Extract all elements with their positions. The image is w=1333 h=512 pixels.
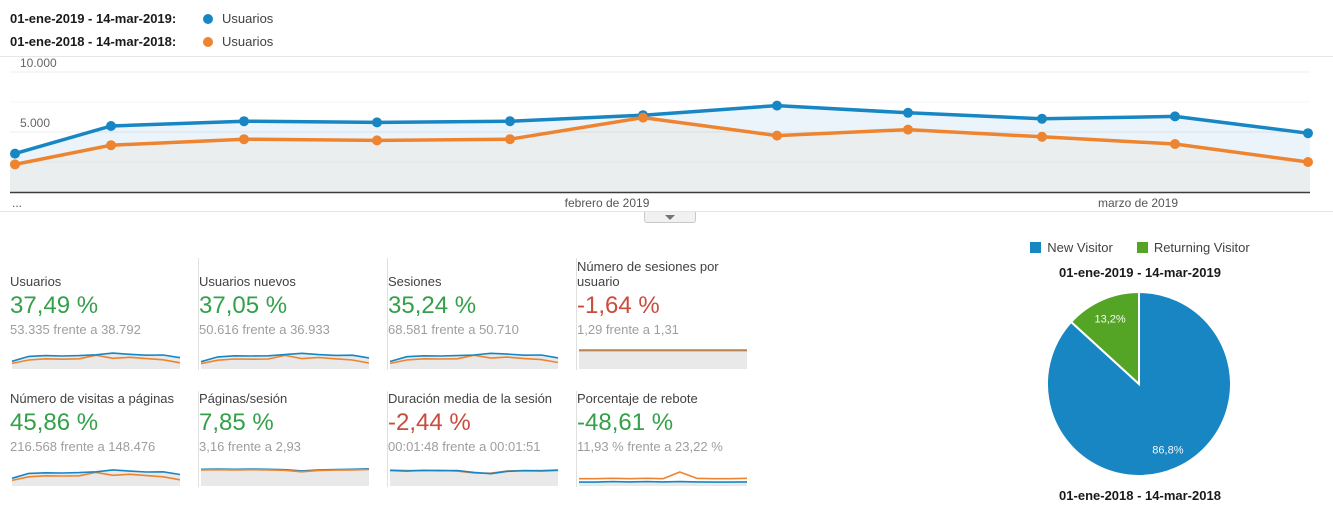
metric-card-usuarios-nuevos: Usuarios nuevos 37,05 % 50.616 frente a … <box>199 258 388 370</box>
chart-bottom-divider <box>0 211 1333 212</box>
data-point[interactable] <box>903 124 913 135</box>
metric-title: Páginas/sesión <box>199 391 288 406</box>
metric-cards-row-1: Usuarios 37,49 % 53.335 frente a 38.792 … <box>10 258 766 370</box>
data-point[interactable] <box>1303 157 1313 167</box>
pie-legend-label: Returning Visitor <box>1153 239 1250 255</box>
data-point[interactable] <box>772 130 782 141</box>
data-point[interactable] <box>1037 113 1047 124</box>
metric-change-percent: 7,85 % <box>199 409 274 436</box>
metric-title: Usuarios nuevos <box>199 274 296 289</box>
data-point[interactable] <box>372 135 382 146</box>
metric-change-percent: -48,61 % <box>577 409 674 436</box>
metric-card-visitas-paginas: Número de visitas a páginas 45,86 % 216.… <box>10 391 199 487</box>
pie-title-2018: 01-ene-2018 - 14-mar-2018 <box>1059 488 1221 503</box>
metric-card-sesiones: Sesiones 35,24 % 68.581 frente a 50.710 <box>388 258 577 370</box>
metric-change-percent: -1,64 % <box>577 292 660 319</box>
metric-sparkline <box>199 461 371 487</box>
metric-change-percent: 35,24 % <box>388 292 477 319</box>
metric-title: Porcentaje de rebote <box>577 391 698 406</box>
legend-row-2018: 01-ene-2018 - 14-mar-2018: Usuarios <box>10 30 273 53</box>
metric-change-percent: -2,44 % <box>388 409 471 436</box>
metric-sparkline <box>10 344 182 370</box>
x-axis-label: ... <box>12 196 23 210</box>
data-point[interactable] <box>1170 111 1180 122</box>
metric-comparison: 11,93 % frente a 23,22 % <box>577 439 723 454</box>
pie-legend-returning-visitor: Returning Visitor <box>1136 239 1250 255</box>
data-point[interactable] <box>239 116 249 127</box>
data-point[interactable] <box>505 116 515 127</box>
metric-card-paginas-sesion: Páginas/sesión 7,85 % 3,16 frente a 2,93 <box>199 391 388 487</box>
legend-row-2019: 01-ene-2019 - 14-mar-2019: Usuarios <box>10 7 273 30</box>
metric-sparkline <box>199 344 371 370</box>
data-point[interactable] <box>1037 131 1047 142</box>
metric-title: Usuarios <box>10 274 62 289</box>
metric-comparison: 00:01:48 frente a 00:01:51 <box>388 439 541 454</box>
metric-sparkline <box>10 461 182 487</box>
timeline-legend: 01-ene-2019 - 14-mar-2019: Usuarios 01-e… <box>10 7 273 53</box>
series-name-2019: Usuarios <box>222 11 274 26</box>
data-point[interactable] <box>772 100 782 111</box>
data-point[interactable] <box>106 140 116 151</box>
metric-cards-row-2: Número de visitas a páginas 45,86 % 216.… <box>10 391 766 487</box>
metric-sparkline <box>388 461 560 487</box>
data-point[interactable] <box>372 117 382 128</box>
users-timeline-chart[interactable]: 10.000 5.000 <box>0 56 1333 196</box>
metric-comparison: 68.581 frente a 50.710 <box>388 322 519 337</box>
pie-legend: New Visitor Returning Visitor <box>1000 238 1280 256</box>
metric-change-percent: 45,86 % <box>10 409 99 436</box>
x-axis-label: febrero de 2019 <box>564 196 650 210</box>
new-visitor-swatch-icon <box>1030 241 1042 253</box>
series-name-2018: Usuarios <box>222 34 274 49</box>
data-point[interactable] <box>239 134 249 145</box>
metric-sparkline <box>388 344 560 370</box>
date-range-2019-label: 01-ene-2019 - 14-mar-2019: <box>10 11 177 26</box>
metric-card-duracion-media: Duración media de la sesión -2,44 % 00:0… <box>388 391 577 487</box>
metric-comparison: 53.335 frente a 38.792 <box>10 322 141 337</box>
data-point[interactable] <box>10 148 20 159</box>
metric-comparison: 3,16 frente a 2,93 <box>199 439 301 454</box>
metric-sparkline <box>577 344 750 370</box>
pie-slice-1[interactable] <box>1069 290 1140 387</box>
metric-title: Duración media de la sesión <box>388 391 553 406</box>
series-area <box>10 105 1310 192</box>
y-axis-label: 10.000 <box>20 56 57 70</box>
metric-sparkline <box>577 461 750 487</box>
metric-title: Número de visitas a páginas <box>10 391 175 406</box>
metric-change-percent: 37,05 % <box>199 292 288 319</box>
visitor-type-pie-chart[interactable]: 86,8% 13,2% <box>1039 284 1239 484</box>
data-point[interactable] <box>1303 128 1313 139</box>
date-range-2018-label: 01-ene-2018 - 14-mar-2018: <box>10 34 177 49</box>
metric-comparison: 50.616 frente a 36.933 <box>199 322 330 337</box>
metric-title: Número de sesiones por usuario <box>577 259 719 289</box>
metric-change-percent: 37,49 % <box>10 292 99 319</box>
data-point[interactable] <box>638 112 648 123</box>
series-dot-2019-icon <box>203 13 213 24</box>
metric-card-usuarios: Usuarios 37,49 % 53.335 frente a 38.792 <box>10 258 199 370</box>
data-point[interactable] <box>106 121 116 131</box>
data-point[interactable] <box>505 134 515 145</box>
metric-card-sesiones-por-usuario: Número de sesiones por usuario -1,64 % 1… <box>577 258 766 370</box>
pie-slice-label: 86,8% <box>1152 445 1183 457</box>
data-point[interactable] <box>1170 139 1180 149</box>
data-point[interactable] <box>10 159 20 170</box>
metric-comparison: 216.568 frente a 148.476 <box>10 439 156 454</box>
series-dot-2018-icon <box>203 36 213 47</box>
data-point[interactable] <box>903 107 913 118</box>
visitor-type-panel: New Visitor Returning Visitor 01-ene-201… <box>1000 238 1280 280</box>
collapse-chart-button[interactable] <box>644 212 696 223</box>
pie-title-2019: 01-ene-2019 - 14-mar-2019 <box>1059 265 1221 280</box>
pie-legend-label: New Visitor <box>1047 239 1113 255</box>
chevron-down-icon <box>665 214 675 220</box>
returning-visitor-swatch-icon <box>1136 241 1148 253</box>
y-axis-label: 5.000 <box>20 116 50 130</box>
x-axis-label: marzo de 2019 <box>1097 196 1179 210</box>
metric-card-porcentaje-rebote: Porcentaje de rebote -48,61 % 11,93 % fr… <box>577 391 766 487</box>
pie-slice-label: 13,2% <box>1094 313 1125 325</box>
metric-title: Sesiones <box>388 274 442 289</box>
metric-comparison: 1,29 frente a 1,31 <box>577 322 679 337</box>
series-area <box>10 117 1310 192</box>
pie-legend-new-visitor: New Visitor <box>1030 240 1113 255</box>
